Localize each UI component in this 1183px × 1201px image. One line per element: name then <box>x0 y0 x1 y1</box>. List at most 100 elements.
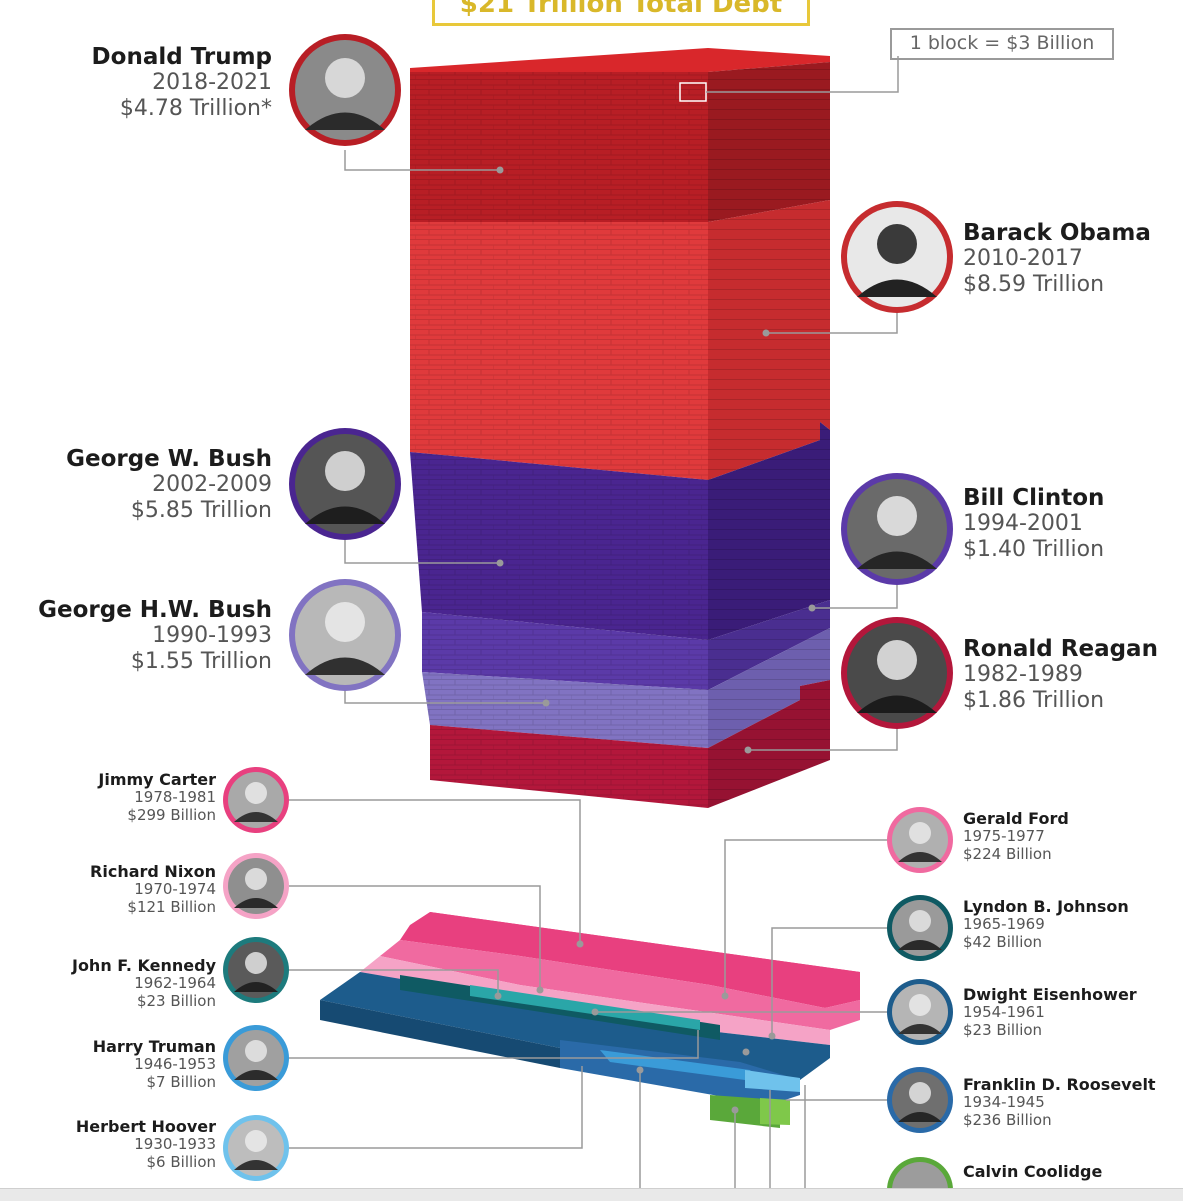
president-name: Franklin D. Roosevelt <box>963 1075 1156 1094</box>
connector-wbush <box>344 540 500 564</box>
window-bottom-edge <box>0 1188 1183 1201</box>
president-name: Bill Clinton <box>963 485 1105 511</box>
portrait-ford <box>887 807 953 873</box>
bar-jfk-slab <box>470 985 700 1030</box>
connector-trump <box>344 150 500 171</box>
connector-dots <box>494 166 816 1114</box>
label-ford: Gerald Ford 1975-1977 $224 Billion <box>963 809 1163 863</box>
label-lbj: Lyndon B. Johnson 1965-1969 $42 Billion <box>963 897 1178 951</box>
president-name: Gerald Ford <box>963 809 1069 828</box>
label-nixon: Richard Nixon 1970-1974 $121 Billion <box>20 862 216 916</box>
president-years: 1962-1964 <box>134 974 216 993</box>
label-truman: Harry Truman 1946-1953 $7 Billion <box>20 1037 217 1091</box>
label-trump: Donald Trump 2018-2021 $4.78 Trillion* <box>40 44 272 121</box>
president-name: Calvin Coolidge <box>963 1162 1103 1181</box>
portrait-truman <box>223 1025 289 1091</box>
label-reagan: Ronald Reagan 1982-1989 $1.86 Trillion <box>963 636 1178 713</box>
portrait-obama <box>841 201 953 313</box>
president-years: 1965-1969 <box>963 915 1045 934</box>
president-years: 1970-1974 <box>134 880 216 899</box>
president-name: George H.W. Bush <box>38 597 272 623</box>
president-years: 1990-1993 <box>152 623 272 649</box>
president-name: Dwight Eisenhower <box>963 985 1137 1004</box>
bar-hoover-block <box>745 1070 800 1092</box>
portrait-hoover <box>223 1115 289 1181</box>
president-years: 1954-1961 <box>963 1003 1045 1022</box>
connector-hwbush <box>344 690 546 704</box>
president-name: Harry Truman <box>92 1037 216 1056</box>
label-obama: Barack Obama 2010-2017 $8.59 Trillion <box>963 220 1178 297</box>
debt-amount: $23 Billion <box>136 991 216 1010</box>
portrait-nixon <box>223 853 289 919</box>
portrait-fdr <box>887 1067 953 1133</box>
connector-hoover <box>288 1066 583 1149</box>
portrait-reagan <box>841 617 953 729</box>
president-name: John F. Kennedy <box>71 956 216 975</box>
president-name: Lyndon B. Johnson <box>963 897 1129 916</box>
bar-nixon-top <box>360 956 830 1045</box>
tower-top-face <box>410 48 830 72</box>
bar-carter-front <box>400 912 860 1008</box>
president-years: 1934-1945 <box>963 1093 1045 1112</box>
debt-amount: $6 Billion <box>146 1152 217 1171</box>
president-years: 1946-1953 <box>134 1055 216 1074</box>
legend-block-note: 1 block = $3 Billion <box>890 28 1114 60</box>
president-name: Ronald Reagan <box>963 636 1158 662</box>
president-years: 1978-1981 <box>134 788 216 807</box>
president-years: 1994-2001 <box>963 511 1083 537</box>
tower-texture-front <box>410 72 708 808</box>
debt-amount: $42 Billion <box>963 932 1043 951</box>
president-years: 1975-1977 <box>963 827 1045 846</box>
connector-reagan <box>748 727 898 751</box>
debt-amount: $121 Billion <box>127 897 216 916</box>
president-name: Jimmy Carter <box>98 770 216 789</box>
legend-connector <box>706 56 899 93</box>
connector-lbj <box>771 927 888 1036</box>
president-name: George W. Bush <box>66 446 272 472</box>
connector-carter <box>288 799 581 944</box>
portrait-jfk <box>223 937 289 1003</box>
label-jfk: John F. Kennedy 1962-1964 $23 Billion <box>20 956 216 1010</box>
bar-eisenhower-front <box>320 1000 560 1068</box>
debt-amount: $5.85 Trillion <box>130 497 272 523</box>
portrait-clinton <box>841 473 953 585</box>
chart-title: $21 Trillion Total Debt <box>432 0 810 26</box>
president-years: 2018-2021 <box>152 70 272 96</box>
president-years: 1982-1989 <box>963 662 1083 688</box>
connector-clinton <box>812 585 898 609</box>
debt-amount: $1.40 Trillion <box>963 536 1105 562</box>
portraits <box>223 34 953 1200</box>
bar-coolidge-top <box>760 1098 790 1125</box>
president-name: Herbert Hoover <box>75 1117 216 1136</box>
debt-amount: $7 Billion <box>146 1072 217 1091</box>
president-name: Donald Trump <box>91 44 272 70</box>
portrait-trump <box>289 34 401 146</box>
president-years: 2010-2017 <box>963 246 1083 272</box>
label-fdr: Franklin D. Roosevelt 1934-1945 $236 Bil… <box>963 1075 1178 1129</box>
president-name: Barack Obama <box>963 220 1151 246</box>
label-eisenhower: Dwight Eisenhower 1954-1961 $23 Billion <box>963 985 1178 1039</box>
connector-obama <box>766 313 898 334</box>
portrait-carter <box>223 767 289 833</box>
debt-amount: $1.55 Trillion <box>130 648 272 674</box>
portrait-hwbush <box>289 579 401 691</box>
connector-jfk <box>288 969 499 996</box>
tower-texture-side <box>708 62 830 808</box>
debt-amount: $236 Billion <box>963 1110 1052 1129</box>
connector-lines <box>288 150 898 1200</box>
debt-amount: $224 Billion <box>963 844 1052 863</box>
label-clinton: Bill Clinton 1994-2001 $1.40 Trillion <box>963 485 1178 562</box>
connector-truman <box>288 1030 699 1059</box>
debt-amount: $299 Billion <box>127 805 216 824</box>
president-years: 1930-1933 <box>134 1135 216 1154</box>
label-hwbush: George H.W. Bush 1990-1993 $1.55 Trillio… <box>10 597 272 674</box>
label-hoover: Herbert Hoover 1930-1933 $6 Billion <box>20 1117 217 1171</box>
debt-amount: $4.78 Trillion* <box>119 95 272 121</box>
connector-ford <box>724 839 888 996</box>
label-wbush: George W. Bush 2002-2009 $5.85 Trillion <box>20 446 272 523</box>
president-years: 2002-2009 <box>152 472 272 498</box>
debt-amount: $23 Billion <box>963 1020 1043 1039</box>
bar-eisenhower-top <box>320 972 830 1080</box>
